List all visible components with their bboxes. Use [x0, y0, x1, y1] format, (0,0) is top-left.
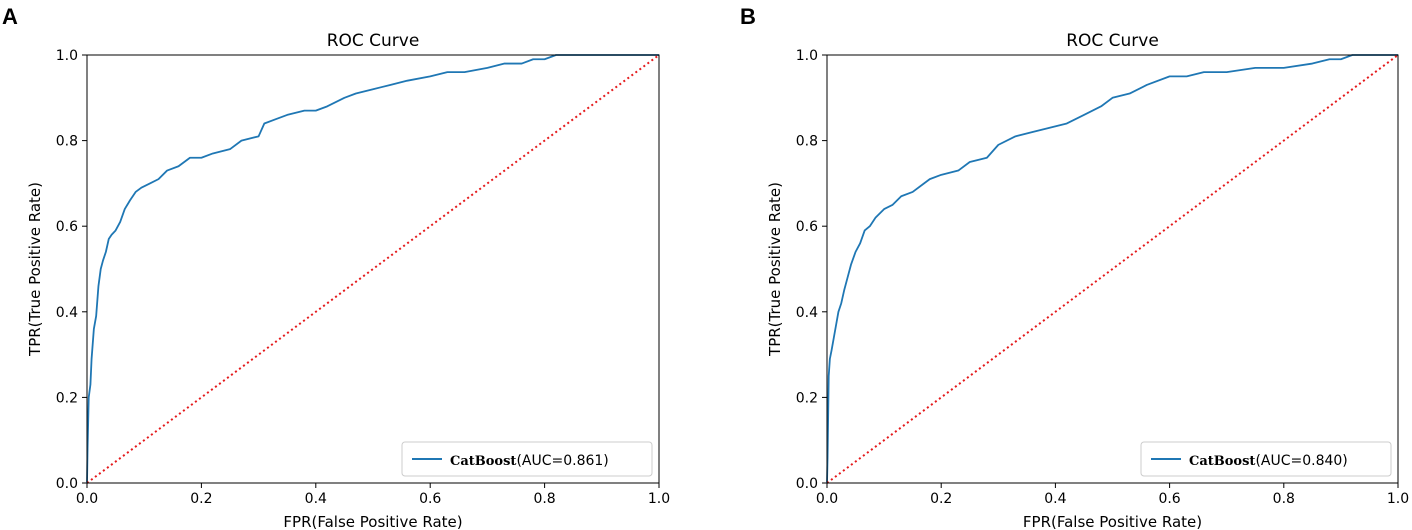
roc-curve-line [86, 54, 659, 484]
legend-entry: CatBoost(AUC=0.861) [450, 453, 609, 469]
legend-box [1140, 441, 1392, 477]
y-tick-label: 0.6 [796, 219, 818, 235]
x-tick-label: 0.2 [190, 491, 212, 507]
x-tick-label: 0.8 [1273, 491, 1295, 507]
y-tick-label: 0.4 [796, 305, 818, 321]
panel-label: B [740, 4, 756, 29]
y-tick-label: 1.0 [796, 48, 818, 64]
y-axis-label: TPR(True Positive Rate) [766, 182, 784, 357]
y-axis-label: TPR(True Positive Rate) [26, 182, 44, 357]
plot-frame [826, 54, 1399, 484]
legend-model-name: CatBoost [450, 454, 516, 469]
legend-auc-value: (AUC=0.840) [1255, 453, 1347, 469]
x-tick-label: 0.4 [305, 491, 327, 507]
y-tick-label: 0.6 [56, 219, 78, 235]
y-tick-label: 0.8 [796, 134, 818, 150]
panel-a: A ROC Curve 0.0 0.2 0.4 0.6 0.8 1.0 0.0 0.2 0.4 0.6… [2, 4, 670, 530]
y-tick-label: 0.4 [56, 305, 78, 321]
y-tick-label: 0.0 [796, 476, 818, 492]
y-tick-label: 0.0 [56, 476, 78, 492]
panel-label: A [2, 4, 18, 29]
x-tick-label: 0.6 [1158, 491, 1180, 507]
x-tick-label: 0.4 [1044, 491, 1066, 507]
x-axis-label: FPR(False Positive Rate) [283, 513, 462, 530]
x-tick-label: 0.0 [76, 491, 98, 507]
legend-entry: CatBoost(AUC=0.840) [1189, 453, 1348, 469]
roc-curve-line [826, 54, 1398, 484]
y-tick-label: 0.8 [56, 134, 78, 150]
legend-box [401, 441, 653, 477]
y-tick-label: 1.0 [56, 48, 78, 64]
x-tick-label: 0.8 [533, 491, 555, 507]
legend-auc-value: (AUC=0.861) [516, 453, 608, 469]
y-tick-label: 0.2 [796, 390, 818, 406]
x-axis-label: FPR(False Positive Rate) [1023, 513, 1202, 530]
x-tick-label: 0.0 [816, 491, 838, 507]
legend-model-name: CatBoost [1189, 454, 1255, 469]
chart-title: ROC Curve [1066, 31, 1159, 51]
x-tick-label: 1.0 [648, 491, 670, 507]
panel-b: B ROC Curve 0.0 0.2 0.4 0.6 0.8 1.0 0.0 0.2 0.4 0.6… [740, 4, 1409, 530]
x-tick-label: 1.0 [1387, 491, 1409, 507]
plot-frame [86, 54, 660, 484]
x-tick-label: 0.2 [930, 491, 952, 507]
chart-title: ROC Curve [327, 31, 420, 51]
y-tick-label: 0.2 [56, 390, 78, 406]
chance-diagonal-line [826, 54, 1399, 484]
chance-diagonal-line [86, 54, 660, 484]
x-tick-label: 0.6 [419, 491, 441, 507]
